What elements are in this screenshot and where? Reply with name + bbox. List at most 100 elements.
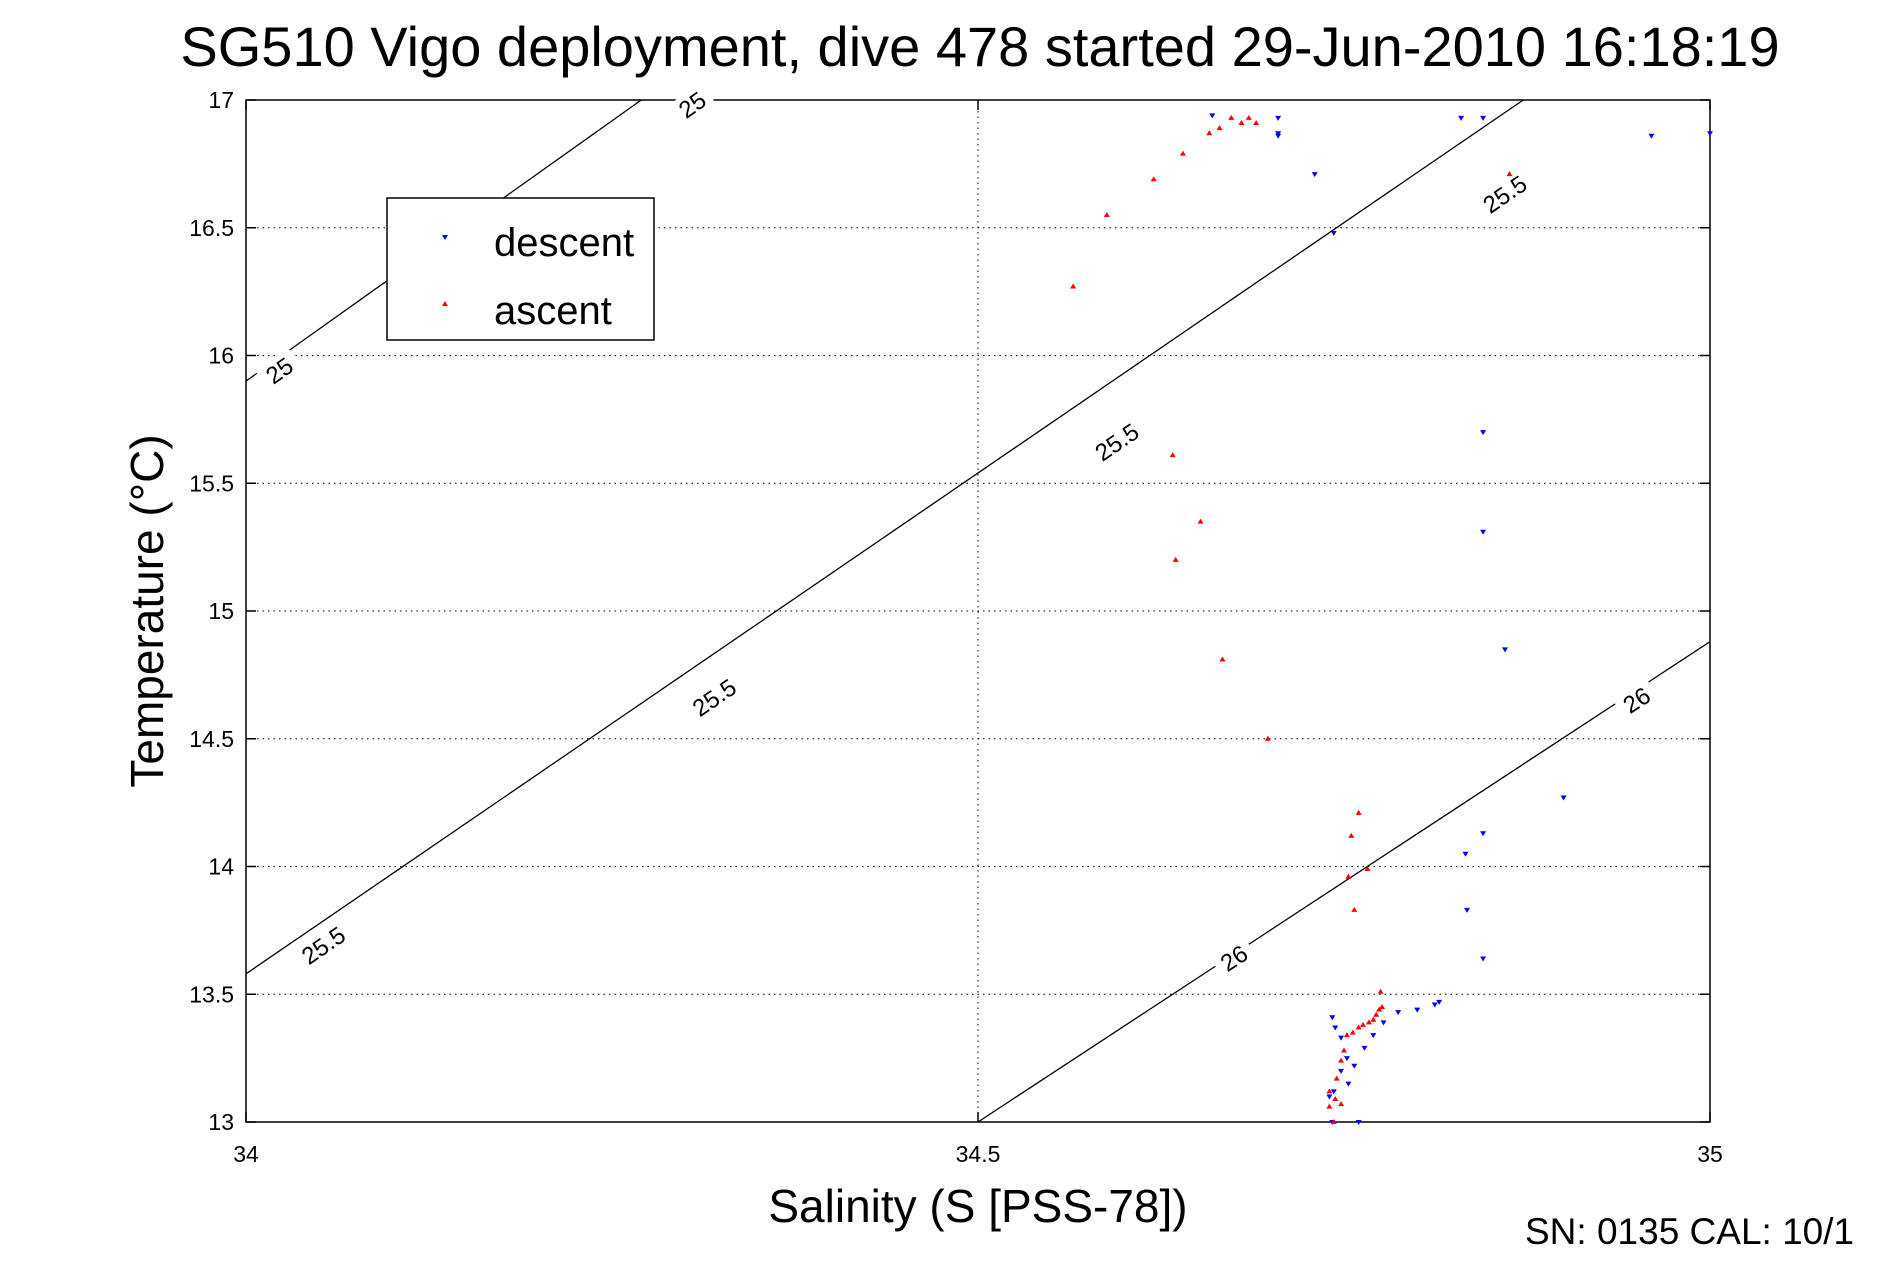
descent-point [1463,907,1470,913]
ascent-point [1355,809,1362,815]
descent-point [1326,1094,1333,1100]
descent-point [1275,131,1282,137]
contour-label-bg [678,667,751,729]
descent-point [1480,430,1487,436]
descent-point [1343,1056,1350,1062]
descent-point [1480,956,1487,962]
grid-lines [246,100,1710,1122]
ascent-point [1219,656,1226,662]
contour-label-bg [668,82,717,129]
ascent-point [1238,119,1245,125]
ascent-point [1330,1119,1337,1124]
ascent-point [1264,735,1271,741]
data-points [1070,113,1713,1125]
ascent-point [1326,1103,1333,1109]
descent-point [1648,133,1655,139]
ascent-point [1197,518,1204,524]
ascent-point [1341,1047,1347,1053]
descent-point [1351,1063,1358,1069]
contour-label-bg [1612,677,1662,724]
descent-point [1345,1081,1352,1087]
ascent-point [1364,866,1371,872]
descent-point [1370,1033,1377,1039]
descent-point [1311,172,1318,178]
descent-point [1338,1035,1345,1041]
ascent-point [1150,176,1157,182]
ascent-point [1332,1096,1339,1102]
descent-point [1414,1007,1421,1013]
ascent-point [1333,1075,1340,1081]
ascent-point [1338,1057,1345,1063]
descent-point [1275,133,1282,139]
ascent-point [1179,150,1186,156]
x-axis-label: Salinity (S [PSS-78]) [768,1180,1187,1232]
ascent-point [1355,1024,1362,1030]
descent-point [1480,529,1487,535]
legend-descent-marker [442,235,448,240]
descent-point [1329,1015,1336,1021]
contour-line-25.5 [245,99,1524,975]
ascent-point [1228,114,1235,120]
y-tick-label: 13.5 [189,981,234,1007]
legend-box [386,197,655,341]
y-tick-label: 14.5 [189,726,234,752]
descent-point [1361,1045,1368,1051]
legend: descent ascent [386,197,655,341]
ascent-point [1253,119,1260,125]
ascent-point [1373,1011,1380,1017]
descent-point [1431,1002,1438,1008]
y-tick-label: 16.5 [189,215,234,241]
ascent-point [1070,283,1077,289]
ascent-point [1376,1006,1383,1012]
footer-serial-calibration: SN: 0135 CAL: 10/1 [1525,1211,1854,1252]
descent-point [1502,647,1509,653]
ascent-point [1206,130,1213,136]
ascent-point [1360,1021,1367,1027]
contour-label-bg [1081,411,1154,474]
ascent-point [1326,1088,1333,1094]
contour-label-bg [287,914,360,977]
ascent-point [1365,1019,1372,1025]
ascent-point [1379,1004,1386,1010]
legend-ascent-label: ascent [494,289,612,333]
legend-ascent-marker [442,301,448,306]
chart-title: SG510 Vigo deployment, dive 478 started … [180,15,1779,78]
descent-point [1480,115,1487,121]
descent-point [1355,1120,1362,1125]
descent-point [1275,115,1282,121]
ascent-point [1345,873,1352,879]
ascent-point [1349,1029,1356,1035]
contour-label-bg [1469,163,1542,226]
y-tick-label: 15 [208,598,234,624]
y-tick-label: 17 [208,87,234,113]
descent-point [1480,831,1487,837]
descent-point [1380,1020,1387,1026]
descent-point [1330,1089,1337,1095]
descent-point [1338,1068,1345,1074]
descent-point [1209,113,1216,119]
ascent-point [1103,211,1110,217]
ascent-point [1348,832,1355,838]
contour-label-bg [1209,935,1259,982]
y-tick-label: 15.5 [189,470,234,496]
x-tick-label: 35 [1697,1141,1723,1167]
legend-descent-label: descent [494,221,634,265]
ascent-point [1338,1101,1345,1107]
descent-point [1436,999,1443,1005]
descent-point [1395,1010,1402,1016]
ascent-point [1370,1016,1377,1022]
descent-point [1330,230,1337,236]
descent-point [1458,115,1465,121]
descent-point [1332,1025,1339,1031]
ascent-point [1351,906,1358,912]
y-tick-label: 13 [208,1109,234,1135]
descent-point [1707,131,1713,137]
y-tick-label: 14 [208,854,234,880]
ascent-point [1172,556,1179,562]
x-tick-label: 34 [233,1141,259,1167]
ascent-point [1245,114,1252,120]
y-axis-label: Temperature (°C) [121,434,173,787]
ascent-point [1169,452,1176,458]
